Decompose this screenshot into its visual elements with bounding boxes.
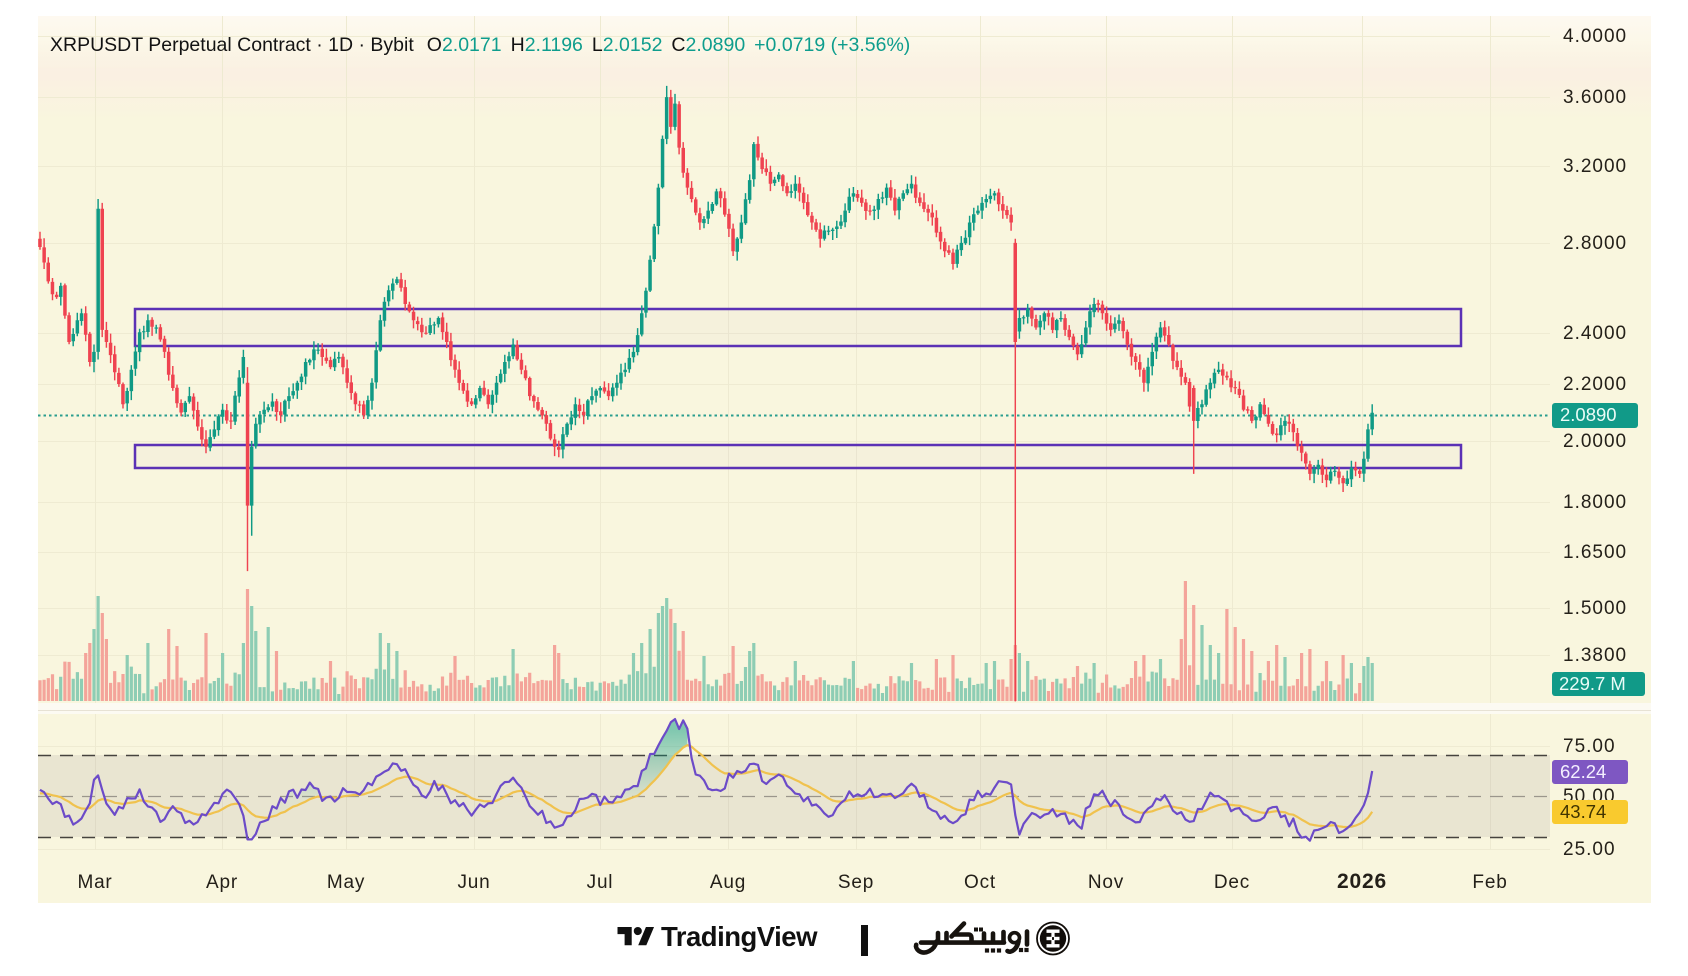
svg-text:Jun: Jun xyxy=(457,872,490,893)
svg-text:4.0000: 4.0000 xyxy=(1563,26,1627,47)
svg-text:1.8000: 1.8000 xyxy=(1563,492,1627,513)
svg-text:Apr: Apr xyxy=(206,872,238,893)
svg-text:43.74: 43.74 xyxy=(1560,801,1606,822)
svg-text:2026: 2026 xyxy=(1337,870,1387,893)
svg-text:3.2000: 3.2000 xyxy=(1563,156,1627,177)
svg-text:3.6000: 3.6000 xyxy=(1563,87,1627,108)
svg-text:75.00: 75.00 xyxy=(1563,736,1616,757)
svg-text:TradingView: TradingView xyxy=(661,921,818,952)
svg-text:Feb: Feb xyxy=(1472,872,1507,893)
svg-text:25.00: 25.00 xyxy=(1563,839,1616,860)
svg-text:1.6500: 1.6500 xyxy=(1563,542,1627,563)
svg-text:Oct: Oct xyxy=(964,872,996,893)
svg-text:1.3800: 1.3800 xyxy=(1563,645,1627,666)
svg-text:2.8000: 2.8000 xyxy=(1563,233,1627,254)
svg-text:62.24: 62.24 xyxy=(1560,761,1606,782)
svg-text:May: May xyxy=(327,872,365,893)
svg-text:2.4000: 2.4000 xyxy=(1563,323,1627,344)
svg-text:Aug: Aug xyxy=(710,872,746,893)
svg-text:1.5000: 1.5000 xyxy=(1563,598,1627,619)
svg-text:229.7 M: 229.7 M xyxy=(1559,673,1626,694)
svg-text:2.0000: 2.0000 xyxy=(1563,431,1627,452)
svg-text:Mar: Mar xyxy=(77,872,112,893)
svg-text:Nov: Nov xyxy=(1088,872,1124,893)
svg-text:Sep: Sep xyxy=(838,872,874,893)
svg-text:2.2000: 2.2000 xyxy=(1563,374,1627,395)
svg-text:Jul: Jul xyxy=(587,872,614,893)
svg-text:2.0890: 2.0890 xyxy=(1560,404,1617,425)
svg-text:Dec: Dec xyxy=(1214,872,1250,893)
svg-text:XRPUSDT Perpetual Contract · 1: XRPUSDT Perpetual Contract · 1D · Bybit O… xyxy=(50,34,910,56)
